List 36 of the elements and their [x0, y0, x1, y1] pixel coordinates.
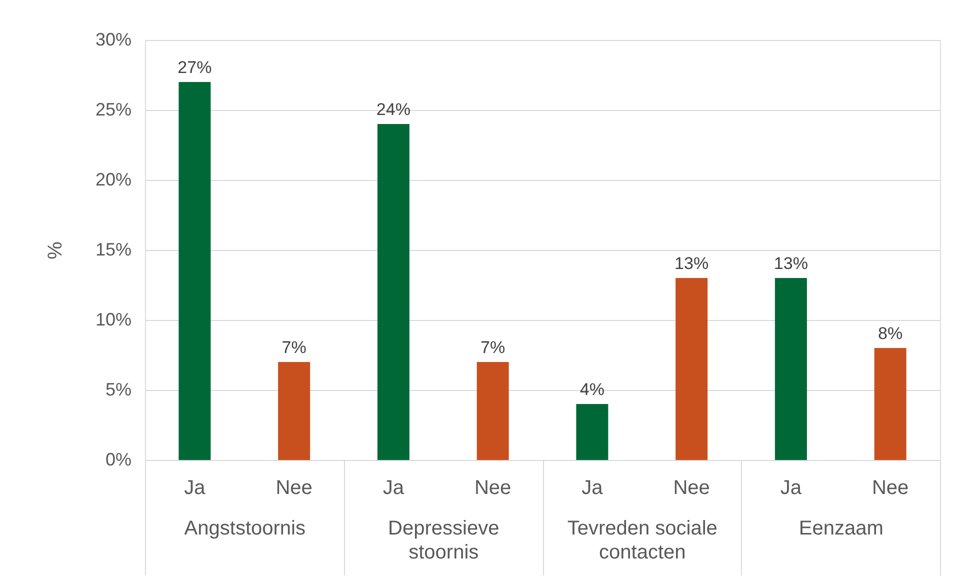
- data-label: 24%: [376, 100, 410, 119]
- series-label: Nee: [673, 477, 710, 499]
- y-tick-label: 5%: [105, 380, 132, 400]
- bar: [774, 278, 807, 460]
- bar: [278, 362, 310, 460]
- bar: [874, 348, 906, 460]
- bar: [377, 124, 410, 460]
- bar: [178, 82, 211, 460]
- text: Nee: [474, 477, 512, 499]
- data-label: 8%: [878, 324, 903, 343]
- bar: [476, 362, 509, 460]
- text: Nee: [872, 477, 909, 499]
- y-axis-title: %: [44, 241, 66, 260]
- x-tick-label: Eenzaam: [798, 518, 884, 540]
- data-label: 13%: [774, 254, 808, 273]
- y-tick-label: 0%: [105, 450, 132, 470]
- text: Ja: [582, 477, 603, 499]
- data-label: 4%: [580, 380, 604, 399]
- y-tick-label: 20%: [95, 170, 132, 190]
- y-tick-label: 15%: [95, 240, 132, 260]
- series-label: Ja: [184, 477, 206, 499]
- text: Ja: [780, 477, 802, 499]
- x-tick-label: Angststoornis: [184, 518, 306, 540]
- data-label: 7%: [282, 338, 306, 357]
- text: Ja: [382, 477, 404, 499]
- y-tick-label: 30%: [95, 30, 132, 50]
- bar: [676, 278, 708, 460]
- x-tick-label: Tevreden sociale contacten: [567, 518, 718, 564]
- y-tick-label: 10%: [95, 310, 132, 330]
- text: Nee: [276, 477, 312, 499]
- y-tick-label: 25%: [95, 100, 132, 120]
- data-label: 7%: [480, 338, 506, 357]
- bar: [576, 404, 608, 460]
- data-label: 27%: [178, 58, 212, 77]
- data-label: 13%: [674, 254, 709, 273]
- x-tick-label: Depressieve stoornis: [388, 518, 500, 564]
